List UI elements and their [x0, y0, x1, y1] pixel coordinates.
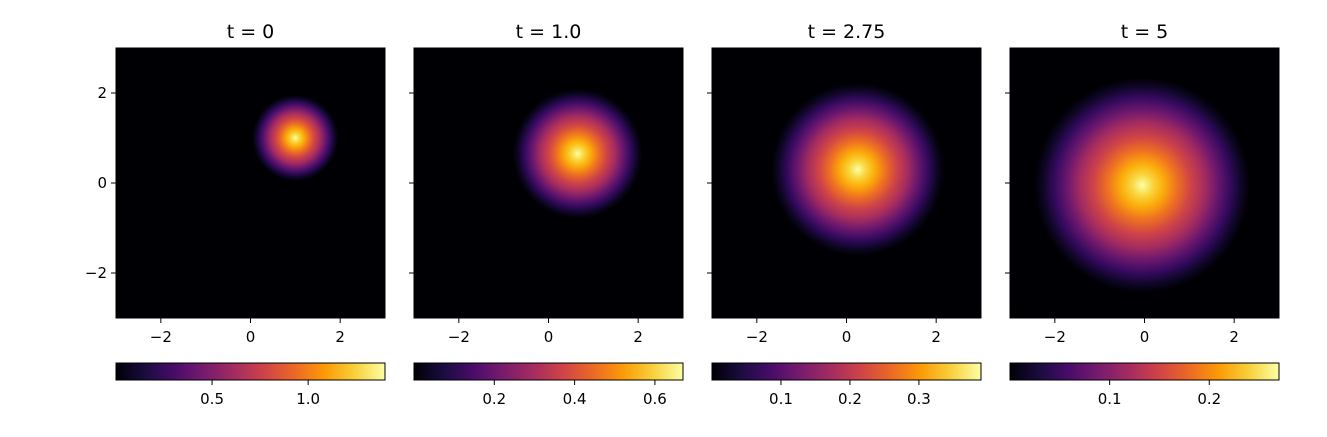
x-tick-label: −2 [746, 328, 768, 346]
colorbar-tick-label: 1.0 [296, 390, 320, 408]
colorbar [711, 362, 982, 381]
heatmap-background [116, 48, 385, 318]
heatmap-panel: t = 1.0 −2 0 2 0.2 0.4 0.6 [409, 21, 684, 408]
colorbar-tick-label: 0.5 [200, 390, 224, 408]
colorbar [1009, 362, 1280, 381]
x-tick-label: 2 [1229, 328, 1239, 346]
colorbar-tick-label: 0.2 [838, 390, 862, 408]
x-tick-label: 0 [246, 328, 256, 346]
heatmap-panel: t = 2.75 −2 0 2 0.1 0.2 0.3 [707, 21, 982, 408]
panel-title: t = 0 [227, 21, 275, 43]
y-tick-label: −2 [85, 264, 107, 282]
colorbar-tick-label: 0.2 [1197, 390, 1221, 408]
heatmap-panel: t = 5 −2 0 2 0.1 0.2 [1005, 21, 1280, 408]
density-peak [513, 89, 643, 219]
x-tick-label: 0 [544, 328, 554, 346]
colorbar-tick-label: 0.2 [482, 390, 506, 408]
colorbar-tick-label: 0.6 [643, 390, 667, 408]
x-tick-label: −2 [1044, 328, 1066, 346]
x-tick-label: −2 [150, 328, 172, 346]
x-tick-label: 2 [931, 328, 941, 346]
x-tick-label: 2 [335, 328, 345, 346]
x-tick-label: 0 [1140, 328, 1150, 346]
x-tick-label: 0 [842, 328, 852, 346]
density-peak [252, 94, 339, 182]
colorbar-tick-label: 0.4 [563, 390, 587, 408]
panel-title: t = 5 [1121, 21, 1169, 43]
colorbar [413, 362, 684, 381]
colorbar-tick-label: 0.1 [1098, 390, 1122, 408]
colorbar-tick-label: 0.1 [769, 390, 793, 408]
density-peak [1034, 77, 1250, 293]
panel-title: t = 1.0 [516, 21, 582, 43]
density-peak [771, 83, 944, 256]
colorbar [115, 362, 386, 381]
x-tick-label: −2 [448, 328, 470, 346]
panel-title: t = 2.75 [808, 21, 886, 43]
y-tick-label: 2 [97, 84, 107, 102]
heatmap-panel: t = 0 −2 0 2 −2 0 2 0.5 1.0 [85, 21, 386, 408]
y-tick-label: 0 [97, 174, 107, 192]
x-tick-label: 2 [633, 328, 643, 346]
colorbar-tick-label: 0.3 [907, 390, 931, 408]
